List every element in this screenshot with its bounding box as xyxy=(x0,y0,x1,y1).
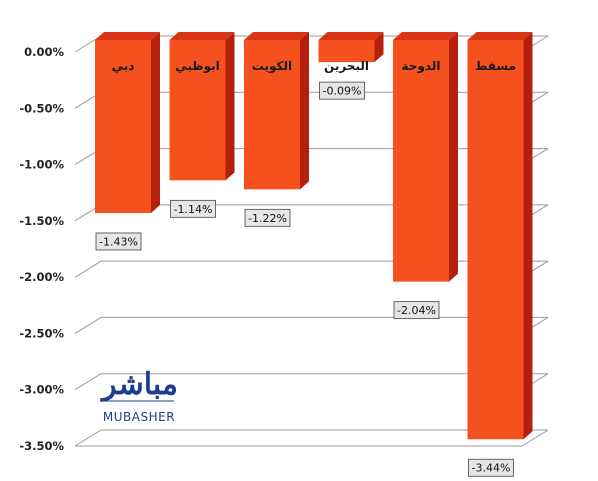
category-label: البحرين xyxy=(324,59,369,73)
category-label: الكويت xyxy=(252,59,292,74)
data-labels: -1.43% -1.14% -1.22% -0.09% -2.04% -3.44% xyxy=(95,81,514,477)
category-label: الدوحة xyxy=(402,59,441,74)
y-tick-label: -2.00% xyxy=(19,270,64,284)
data-label: -1.43% xyxy=(95,232,142,251)
category-label: مسقط xyxy=(475,59,516,73)
data-label-text: -1.14% xyxy=(174,203,213,216)
data-label-text: -1.22% xyxy=(248,212,287,225)
y-tick-label: -0.50% xyxy=(19,101,64,115)
bar: البحرين xyxy=(318,32,384,73)
y-tick-label: -2.50% xyxy=(19,326,64,340)
mubasher-logo: مباشر MUBASHER xyxy=(100,367,178,424)
y-tick-label: -1.50% xyxy=(19,214,64,228)
data-label: -0.09% xyxy=(319,81,365,100)
bar: دبي xyxy=(95,32,160,213)
data-label-text: -2.04% xyxy=(397,304,436,317)
data-label-text: -0.09% xyxy=(323,85,362,98)
y-tick-label: -3.50% xyxy=(19,439,64,453)
data-label: -1.22% xyxy=(244,208,291,227)
bars: دبي ابوظبي الكويت البحرين الدوحة مسقط xyxy=(95,32,533,440)
data-label: -2.04% xyxy=(393,301,440,320)
y-tick-label: -1.00% xyxy=(19,158,64,172)
y-tick-label: -3.00% xyxy=(19,383,64,397)
y-axis-ticks: 0.00% -0.50% -1.00% -1.50% -2.00% -2.50% -3.00… xyxy=(19,45,64,453)
data-label: -3.44% xyxy=(468,458,514,477)
data-label-text: -3.44% xyxy=(472,462,511,475)
logo-arabic-text: مباشر xyxy=(100,367,178,402)
data-label-text: -1.43% xyxy=(99,235,138,248)
data-label: -1.14% xyxy=(170,199,216,218)
bar: الدوحة xyxy=(393,32,458,282)
bar: مسقط xyxy=(467,32,533,440)
bar: ابوظبي xyxy=(169,32,235,181)
category-label: ابوظبي xyxy=(175,59,219,74)
y-tick-label: 0.00% xyxy=(24,45,64,59)
logo-english-text: MUBASHER xyxy=(103,410,175,424)
category-label: دبي xyxy=(112,59,135,73)
bar: الكويت xyxy=(244,32,309,190)
